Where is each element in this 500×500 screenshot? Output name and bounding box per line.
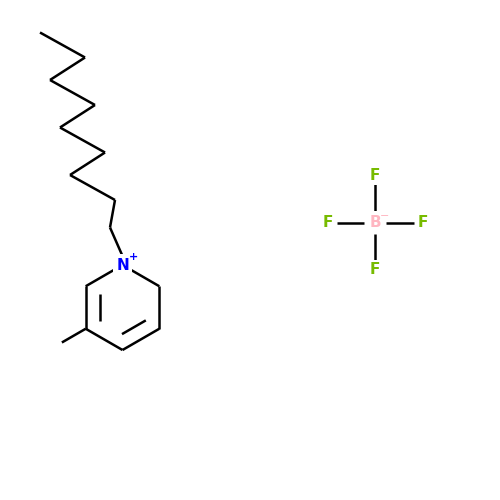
Text: +: + (129, 252, 138, 262)
Text: F: F (418, 215, 428, 230)
Text: F: F (322, 215, 332, 230)
Text: F: F (370, 168, 380, 182)
Text: N: N (116, 258, 129, 272)
Text: −: − (380, 212, 390, 222)
Text: B: B (369, 215, 381, 230)
Text: F: F (370, 262, 380, 278)
